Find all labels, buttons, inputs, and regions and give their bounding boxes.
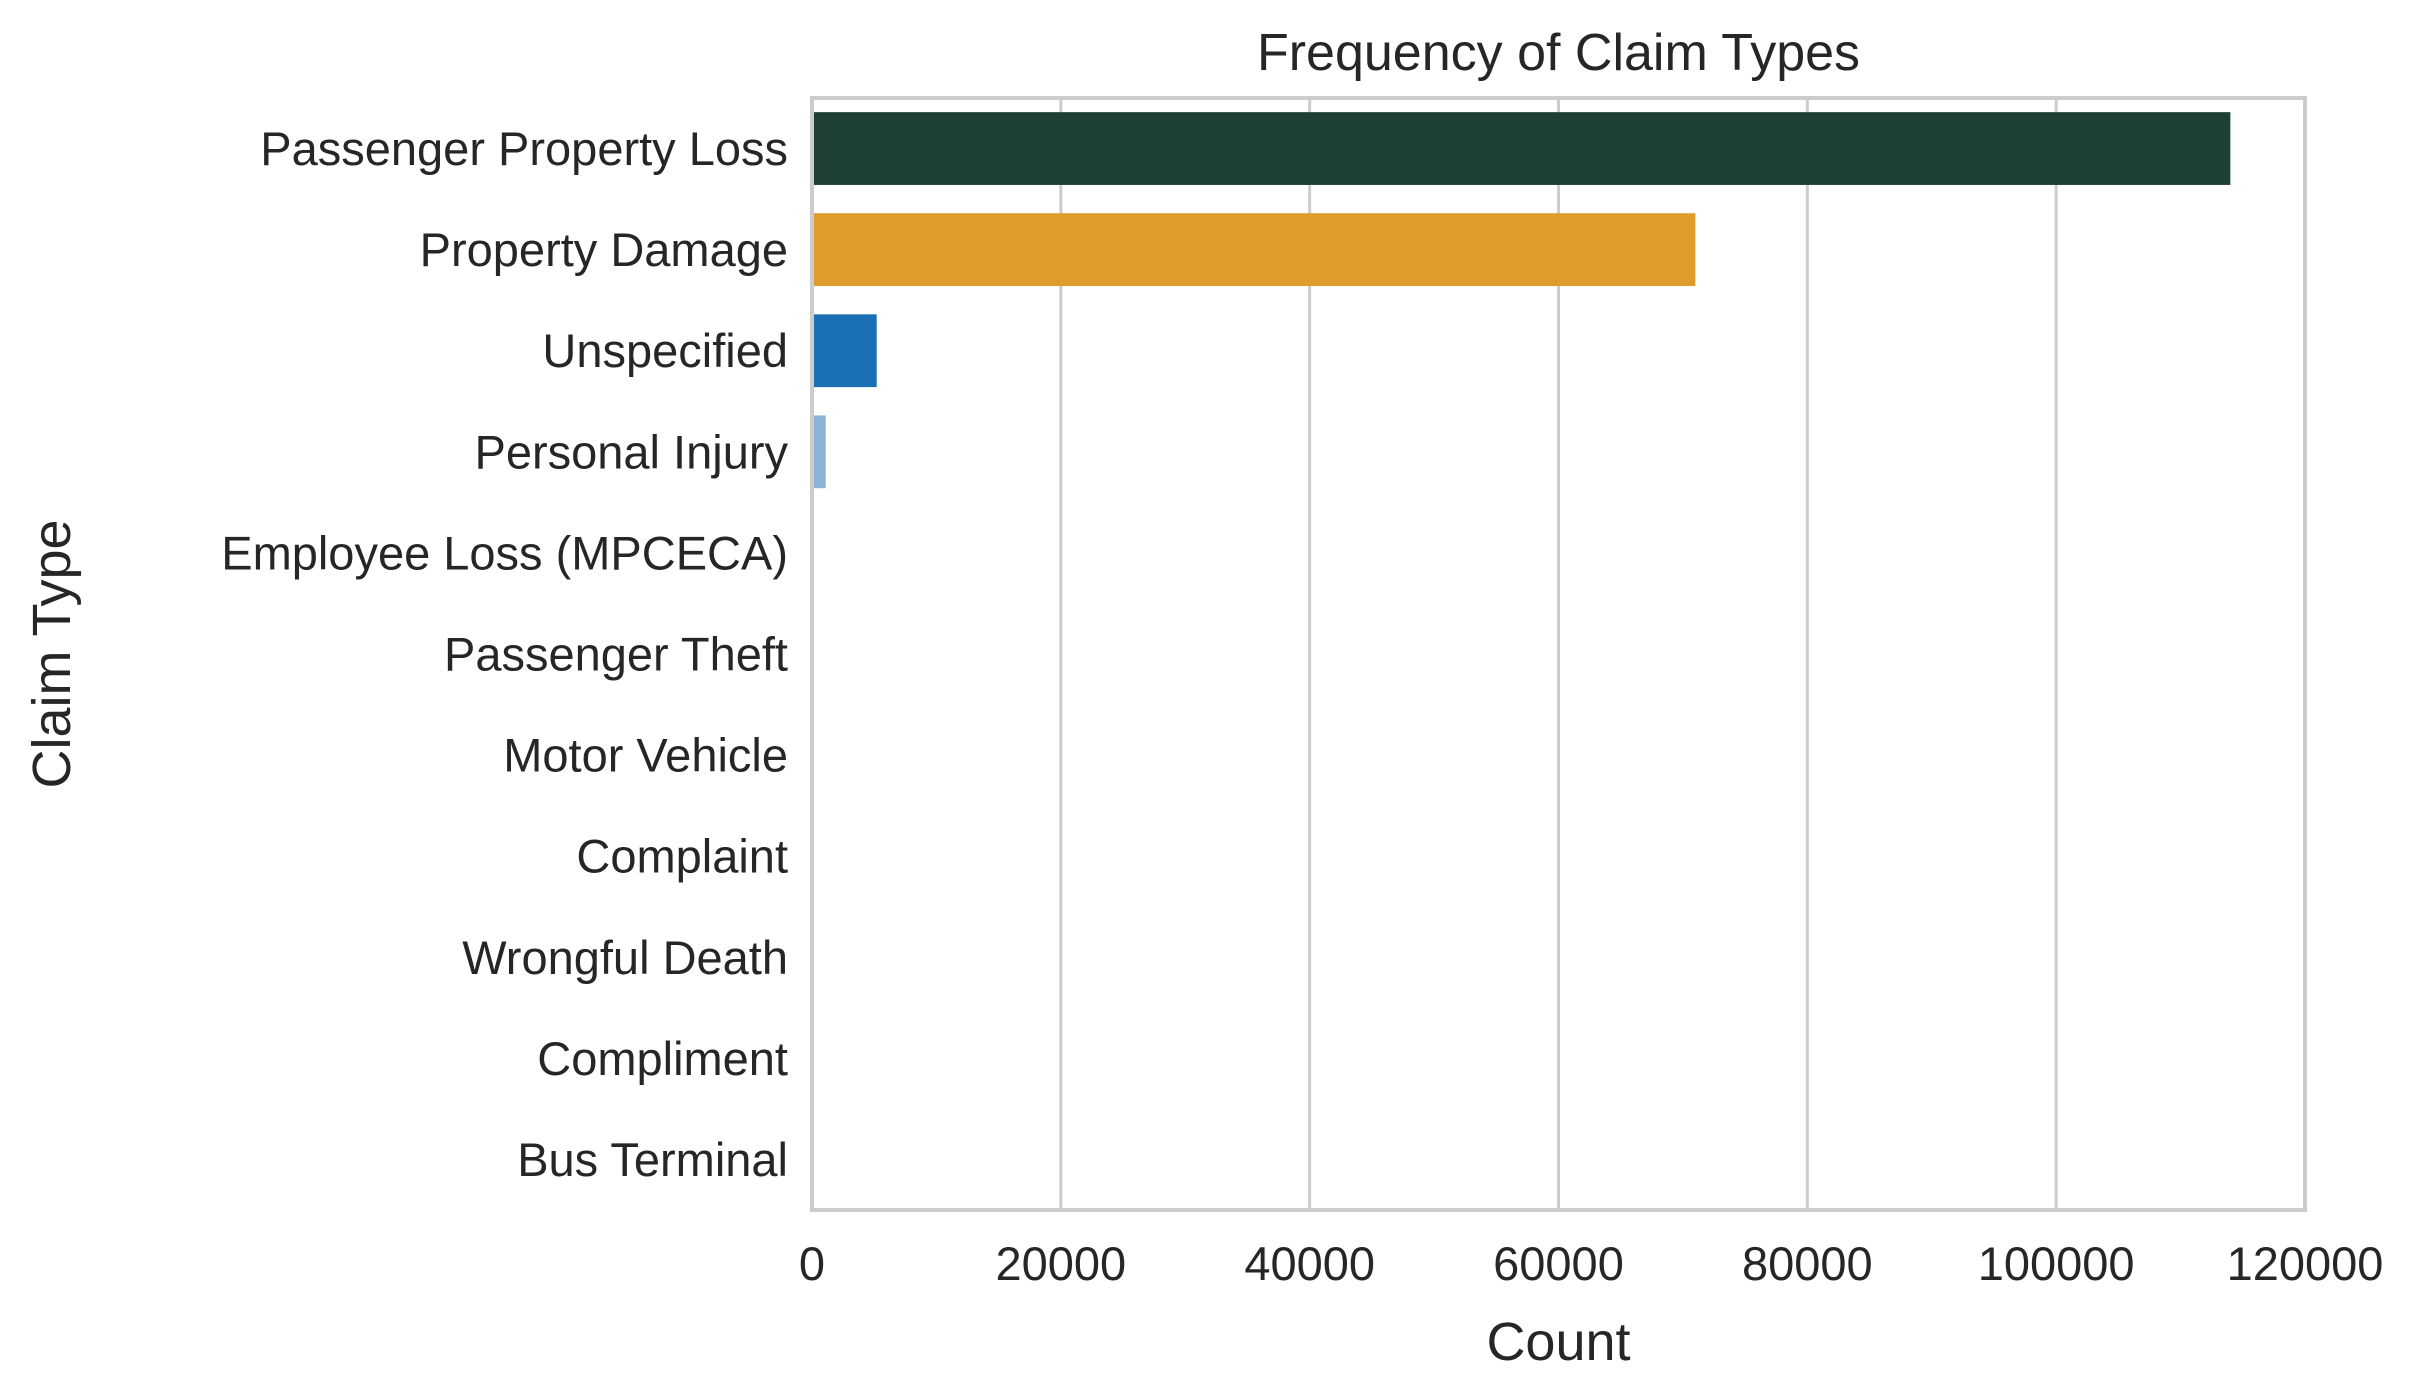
x-tick-label: 120000 — [2227, 1237, 2384, 1290]
x-tick-label: 0 — [799, 1237, 825, 1290]
y-category-label: Passenger Property Loss — [260, 122, 788, 175]
bar — [812, 213, 1696, 287]
x-tick-label: 80000 — [1742, 1237, 1873, 1290]
y-category-label: Passenger Theft — [444, 628, 788, 681]
y-category-label: Wrongful Death — [462, 931, 788, 984]
y-category-label: Employee Loss (MPCECA) — [221, 526, 788, 579]
y-category-label: Complaint — [576, 830, 788, 883]
y-category-label: Personal Injury — [475, 425, 789, 478]
x-tick-label: 60000 — [1493, 1237, 1624, 1290]
bar — [812, 415, 826, 489]
y-category-labels: Passenger Property Loss Property Damage Un… — [221, 122, 788, 1186]
bar — [812, 112, 2231, 185]
y-category-label: Motor Vehicle — [503, 729, 788, 782]
y-category-label: Property Damage — [420, 223, 788, 276]
chart-title: Frequency of Claim Types — [1257, 24, 1860, 82]
bar — [812, 314, 877, 388]
y-category-label: Compliment — [537, 1032, 788, 1085]
y-category-label: Bus Terminal — [517, 1133, 788, 1186]
x-tick-label: 20000 — [995, 1237, 1126, 1290]
plot-frame — [810, 96, 2307, 1212]
y-category-label: Unspecified — [542, 324, 788, 377]
y-axis-label: Claim Type — [22, 519, 82, 788]
x-tick-label: 40000 — [1244, 1237, 1375, 1290]
x-tick-label: 100000 — [1978, 1237, 2135, 1290]
bar-layer — [812, 112, 2231, 1196]
x-tick-labels: 0 20000 40000 60000 80000 100000 120000 — [799, 1237, 2383, 1290]
x-axis-label: Count — [1486, 1312, 1630, 1372]
